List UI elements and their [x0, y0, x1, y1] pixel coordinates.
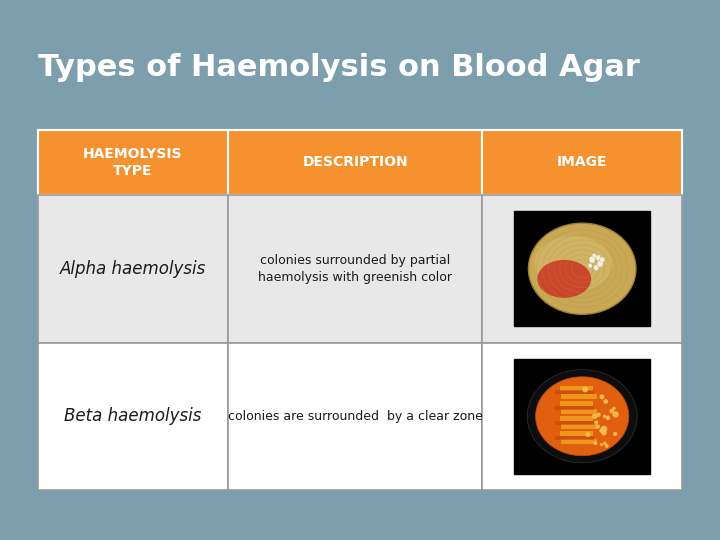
Text: DESCRIPTION: DESCRIPTION [302, 156, 408, 170]
Ellipse shape [593, 441, 598, 445]
Bar [559, 401, 593, 406]
Bar [555, 390, 594, 394]
Ellipse shape [612, 407, 616, 410]
Ellipse shape [605, 444, 608, 448]
Ellipse shape [596, 413, 600, 417]
Bar [562, 409, 597, 414]
Bar [38, 130, 228, 195]
Bar [559, 386, 593, 391]
Ellipse shape [588, 264, 592, 268]
Text: colonies are surrounded  by a clear zone: colonies are surrounded by a clear zone [228, 410, 482, 423]
Ellipse shape [603, 399, 608, 404]
Text: colonies surrounded by partial
haemolysis with greenish color: colonies surrounded by partial haemolysi… [258, 254, 452, 284]
Bar [228, 130, 482, 195]
Bar [555, 406, 594, 410]
Ellipse shape [528, 223, 636, 314]
Ellipse shape [582, 387, 588, 393]
Ellipse shape [603, 415, 606, 418]
Bar [228, 195, 482, 342]
Text: HAEMOLYSIS
TYPE: HAEMOLYSIS TYPE [84, 147, 183, 178]
Text: Types of Haemolysis on Blood Agar: Types of Haemolysis on Blood Agar [38, 53, 640, 83]
Bar [555, 421, 594, 425]
Bar [559, 431, 593, 436]
Ellipse shape [527, 370, 637, 463]
Bar [514, 211, 650, 326]
Ellipse shape [595, 424, 600, 429]
Ellipse shape [600, 426, 608, 433]
Text: IMAGE: IMAGE [557, 156, 608, 170]
Ellipse shape [594, 420, 598, 424]
Bar [562, 424, 597, 429]
Ellipse shape [597, 260, 603, 267]
Ellipse shape [609, 409, 614, 414]
Ellipse shape [595, 255, 600, 260]
Bar [555, 436, 594, 440]
Ellipse shape [601, 430, 607, 436]
Ellipse shape [589, 256, 595, 263]
Ellipse shape [534, 236, 612, 292]
Ellipse shape [592, 253, 596, 258]
Ellipse shape [613, 411, 618, 417]
Bar [228, 342, 482, 490]
Bar [482, 130, 682, 195]
Bar [482, 342, 682, 490]
Ellipse shape [606, 415, 611, 420]
Bar [562, 439, 597, 444]
Ellipse shape [585, 433, 590, 437]
Ellipse shape [536, 377, 629, 456]
Text: Beta haemolysis: Beta haemolysis [64, 407, 202, 426]
Ellipse shape [537, 260, 591, 298]
Ellipse shape [600, 394, 604, 399]
Bar [38, 195, 228, 342]
Ellipse shape [599, 428, 604, 433]
Ellipse shape [600, 257, 605, 262]
Bar [514, 359, 650, 474]
Bar [559, 416, 593, 421]
Ellipse shape [600, 443, 603, 446]
Ellipse shape [613, 432, 617, 436]
Text: Alpha haemolysis: Alpha haemolysis [60, 260, 206, 278]
Ellipse shape [592, 414, 598, 419]
Ellipse shape [603, 441, 606, 445]
Bar [38, 342, 228, 490]
Ellipse shape [593, 265, 598, 271]
Bar [482, 195, 682, 342]
Bar [562, 394, 597, 399]
